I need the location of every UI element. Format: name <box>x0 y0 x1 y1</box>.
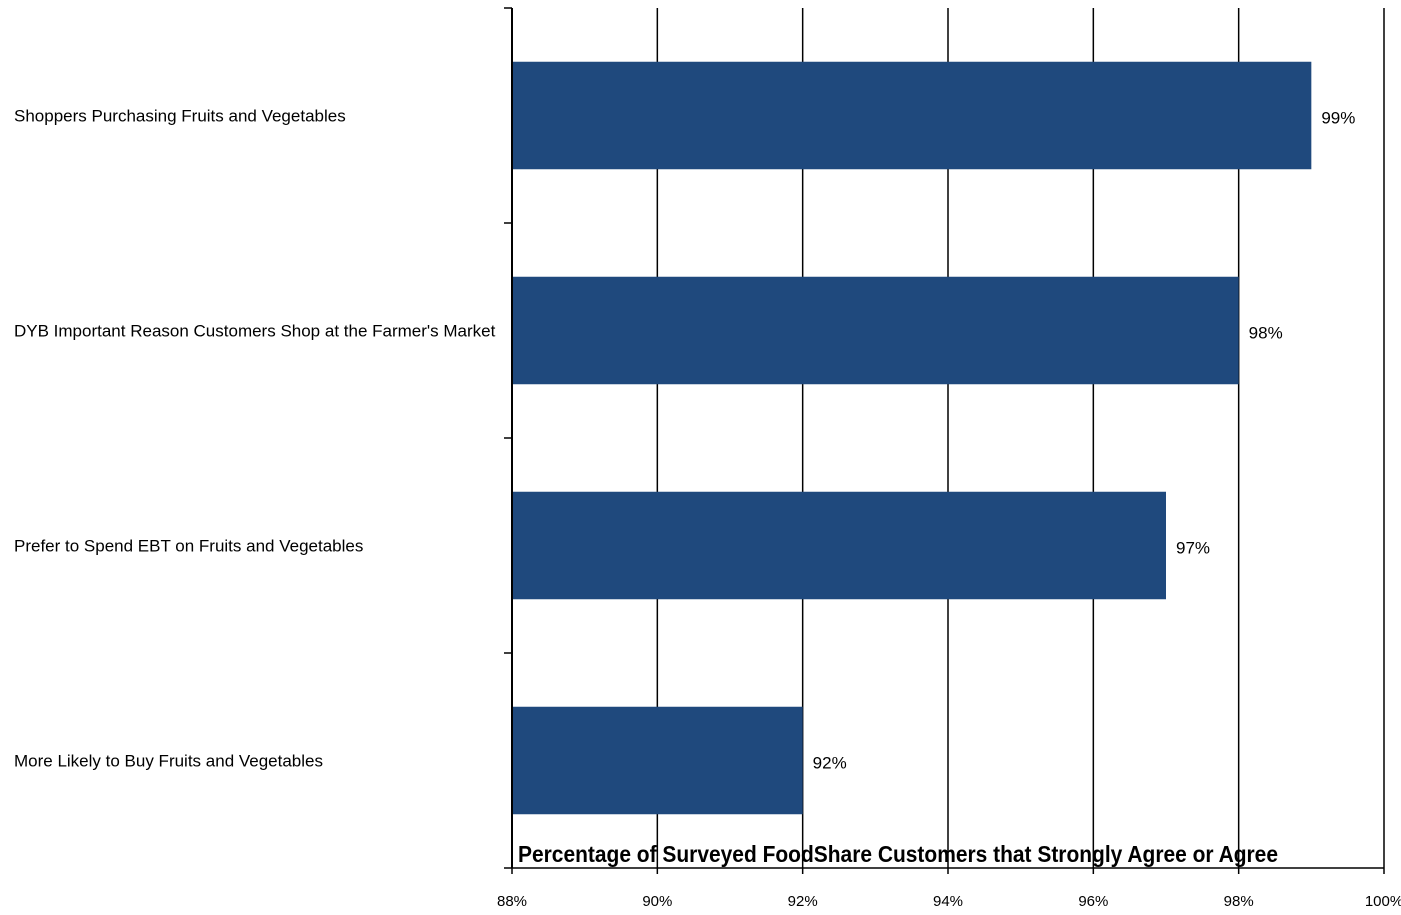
bar <box>512 61 1312 170</box>
data-label: 92% <box>813 754 847 773</box>
x-tick-label: 98% <box>1224 893 1254 910</box>
x-tick-label: 92% <box>788 893 818 910</box>
chart-title: Percentage of Surveyed FoodShare Custome… <box>518 841 1278 867</box>
axes <box>504 7 1385 874</box>
bar <box>512 491 1166 600</box>
x-tick-label: 94% <box>933 893 963 910</box>
category-label: DYB Important Reason Customers Shop at t… <box>14 322 496 341</box>
bar <box>512 706 803 815</box>
bars <box>512 61 1312 815</box>
x-tick-label: 96% <box>1078 893 1108 910</box>
labels: 88% 90% 92% 94% 96% 98% 100% Shoppers Purchasin… <box>14 107 1401 911</box>
x-tick-label: 88% <box>497 893 527 910</box>
data-label: 99% <box>1321 109 1355 128</box>
bar <box>512 276 1239 385</box>
category-label: Prefer to Spend EBT on Fruits and Vegeta… <box>14 537 363 556</box>
category-label: Shoppers Purchasing Fruits and Vegetable… <box>14 107 346 126</box>
data-label: 98% <box>1249 324 1283 343</box>
x-tick-label: 100% <box>1365 893 1401 910</box>
x-tick-label: 90% <box>642 893 672 910</box>
category-label: More Likely to Buy Fruits and Vegetables <box>14 752 323 771</box>
data-label: 97% <box>1176 539 1210 558</box>
